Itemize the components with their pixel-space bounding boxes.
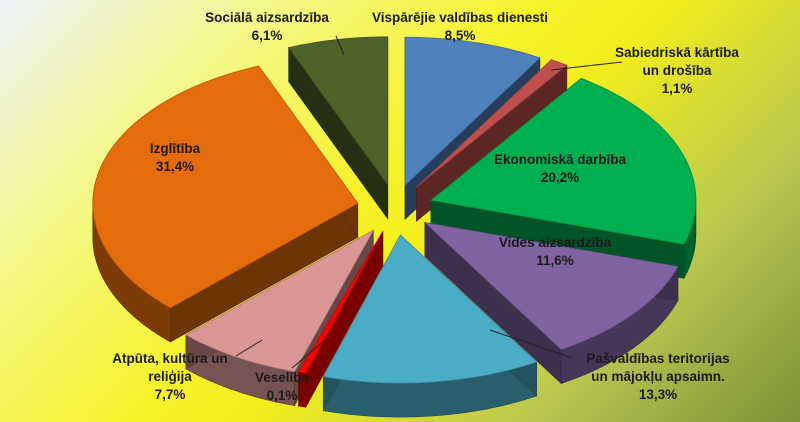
leader-line-5 bbox=[489, 329, 573, 359]
slice-percent: 31,4% bbox=[156, 159, 194, 174]
data-label-1: Vispārējie valdības dienesti 8,5% bbox=[372, 10, 548, 43]
data-label-6: Veselība 0,1% bbox=[255, 370, 310, 403]
labels-layer: Vispārējie valdības dienesti 8,5% Sabiedri… bbox=[112, 10, 739, 403]
slice-name: Pašvaldības teritorijas bbox=[586, 351, 729, 366]
leader-line-9 bbox=[335, 35, 345, 56]
slice-name: reliģija bbox=[148, 369, 192, 384]
slice-name: Veselība bbox=[255, 370, 310, 385]
data-label-9: Sociālā aizsardzība 6,1% bbox=[205, 10, 329, 43]
slice-percent: 6,1% bbox=[252, 28, 283, 43]
slices-layer bbox=[92, 36, 697, 418]
slice-8 bbox=[92, 65, 359, 343]
data-label-5: Pašvaldības teritorijas un mājokļu apsaim… bbox=[586, 351, 729, 402]
data-label-8: Izglītība 31,4% bbox=[150, 141, 201, 174]
slice-name: un mājokļu apsaimn. bbox=[591, 369, 725, 384]
slice-name: Sabiedriskā kārtība bbox=[615, 45, 739, 60]
slice-name: Vispārējie valdības dienesti bbox=[372, 10, 548, 25]
data-label-2: Sabiedriskā kārtība un drošība 1,1% bbox=[615, 45, 739, 96]
slice-6 bbox=[298, 230, 384, 408]
slice-4 bbox=[423, 221, 679, 385]
slice-9 bbox=[287, 36, 389, 220]
data-label-7: Atpūta, kultūra un reliģija 7,7% bbox=[112, 351, 228, 402]
slice-percent: 0,1% bbox=[267, 388, 298, 403]
data-label-4: Vides aizsardzība 11,6% bbox=[499, 235, 612, 268]
leader-lines bbox=[235, 35, 623, 369]
slice-percent: 8,5% bbox=[445, 28, 476, 43]
data-label-3: Ekonomiskā darbība 20,2% bbox=[494, 152, 627, 185]
slice-percent: 11,6% bbox=[536, 253, 574, 268]
slice-percent: 20,2% bbox=[541, 170, 579, 185]
leader-line-6 bbox=[291, 339, 326, 369]
slice-name: un drošība bbox=[642, 63, 711, 78]
slice-5 bbox=[322, 234, 538, 418]
slice-percent: 7,7% bbox=[155, 387, 186, 402]
slice-name: Vides aizsardzība bbox=[499, 235, 612, 250]
slice-name: Sociālā aizsardzība bbox=[205, 10, 329, 25]
slice-percent: 1,1% bbox=[662, 81, 693, 96]
slice-name: Ekonomiskā darbība bbox=[494, 152, 627, 167]
slice-name: Izglītība bbox=[150, 141, 201, 156]
leader-line-2 bbox=[550, 61, 623, 71]
leader-line-7 bbox=[235, 339, 263, 357]
slice-percent: 13,3% bbox=[639, 387, 677, 402]
slice-name: Atpūta, kultūra un bbox=[112, 351, 228, 366]
